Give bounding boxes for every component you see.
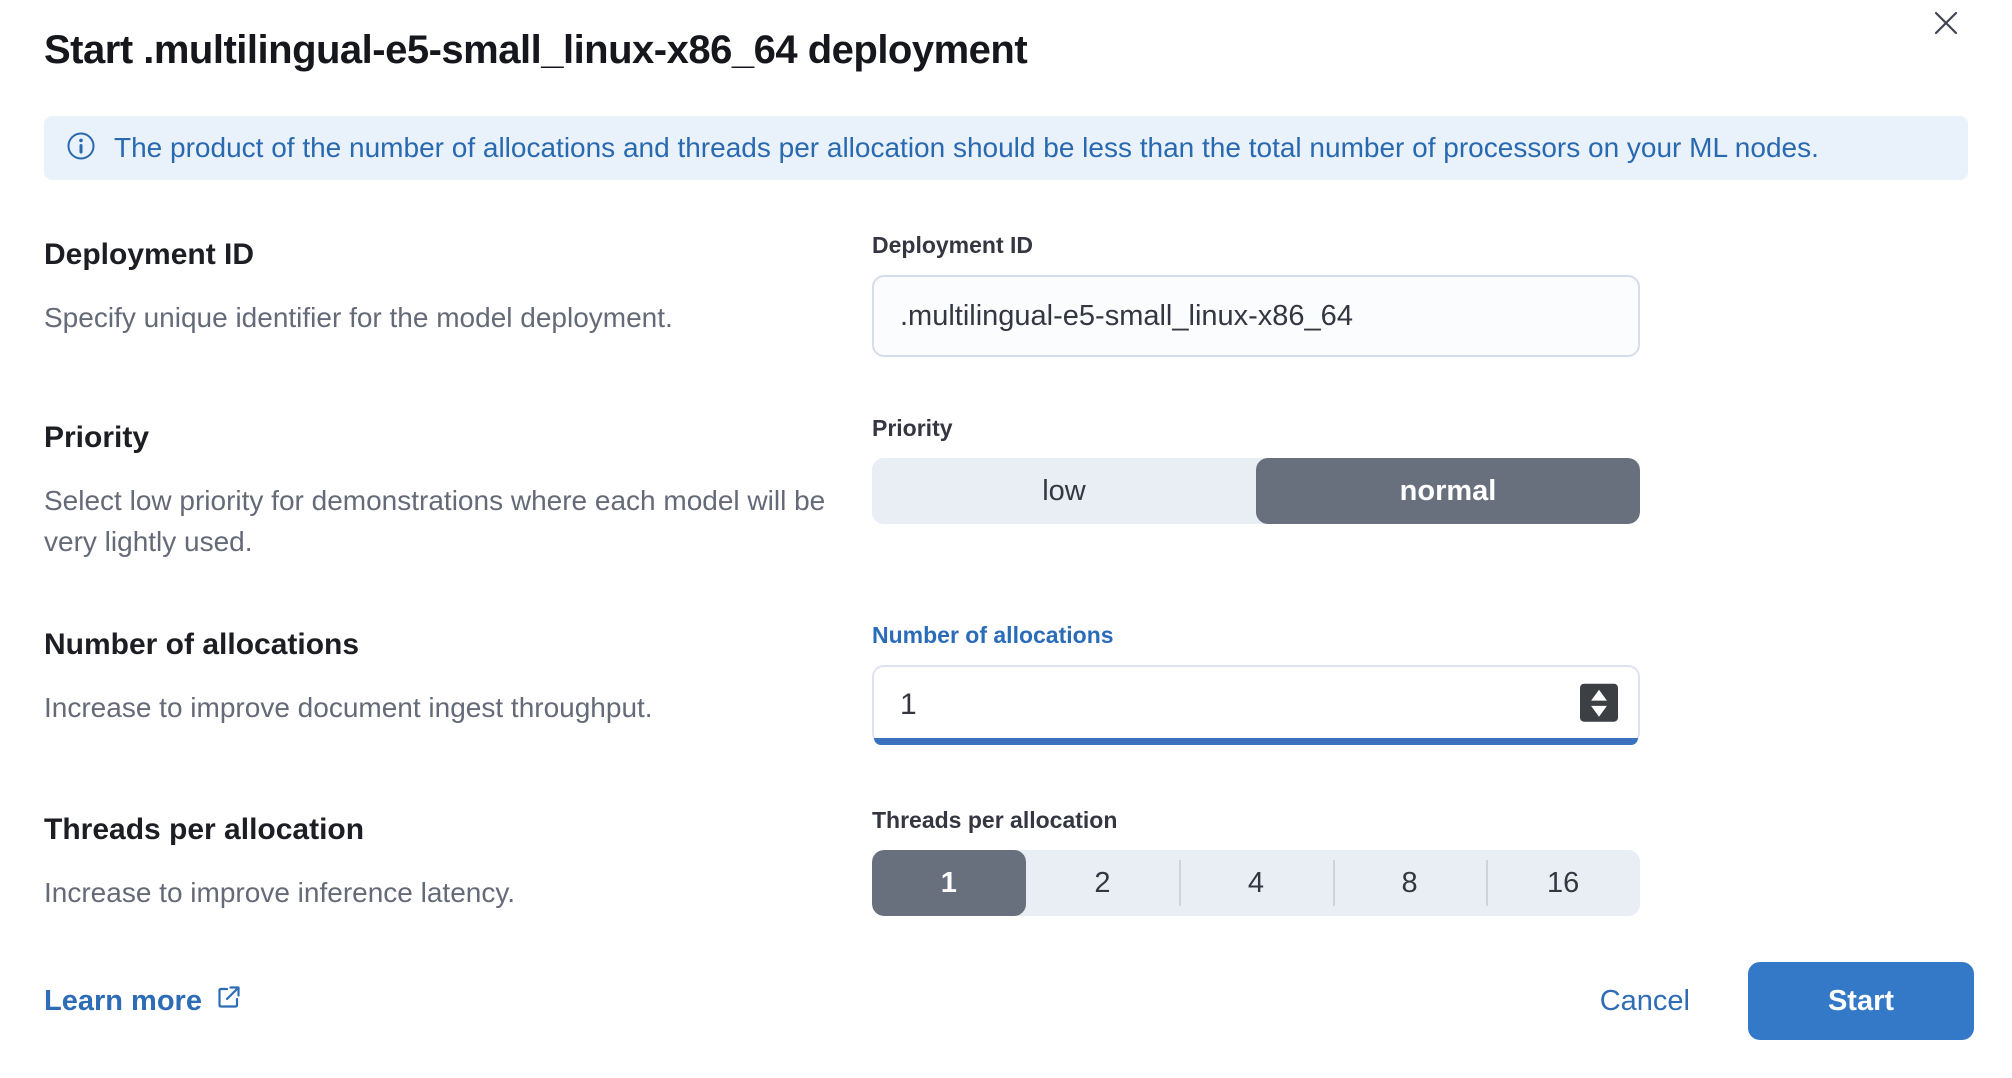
- close-button[interactable]: [1926, 4, 1966, 44]
- close-icon: [1929, 6, 1963, 43]
- threads-option-16[interactable]: 16: [1486, 850, 1640, 917]
- priority-option-normal[interactable]: normal: [1256, 458, 1640, 524]
- row-allocations: Number of allocations Increase to improv…: [44, 622, 1968, 746]
- allocations-info: Number of allocations Increase to improv…: [44, 622, 872, 729]
- info-icon: [66, 131, 96, 166]
- threads-heading: Threads per allocation: [44, 813, 365, 847]
- priority-description: Select low priority for demonstrations w…: [44, 485, 826, 557]
- modal-footer: Learn more Cancel Start: [44, 962, 1974, 1040]
- callout-text: The product of the number of allocations…: [114, 132, 1819, 163]
- threads-option-2[interactable]: 2: [1025, 850, 1180, 917]
- threads-field-group: Threads per allocation 1 2 4 8 16: [872, 807, 1640, 917]
- footer-actions: Cancel Start: [1600, 962, 1974, 1040]
- info-callout: The product of the number of allocations…: [44, 116, 1968, 180]
- threads-info: Threads per allocation Increase to impro…: [44, 807, 872, 914]
- priority-button-group: low normal: [872, 458, 1640, 524]
- threads-field-label: Threads per allocation: [872, 807, 1118, 834]
- deployment-id-description: Specify unique identifier for the model …: [44, 302, 673, 333]
- threads-option-8[interactable]: 8: [1332, 850, 1487, 917]
- start-button[interactable]: Start: [1748, 962, 1974, 1040]
- row-priority: Priority Select low priority for demonst…: [44, 415, 1968, 562]
- deployment-id-info: Deployment ID Specify unique identifier …: [44, 232, 872, 339]
- stepper-up-icon: [1591, 689, 1607, 701]
- allocations-input[interactable]: [872, 665, 1640, 746]
- cancel-button[interactable]: Cancel: [1599, 984, 1690, 1017]
- threads-option-1[interactable]: 1: [872, 850, 1026, 917]
- row-deployment-id: Deployment ID Specify unique identifier …: [44, 232, 1968, 357]
- deployment-id-input[interactable]: [872, 275, 1640, 357]
- allocations-stepper[interactable]: [1580, 683, 1618, 722]
- priority-option-low[interactable]: low: [872, 458, 1256, 524]
- stepper-down-icon: [1591, 705, 1607, 717]
- learn-more-link[interactable]: Learn more: [44, 984, 243, 1019]
- modal-body: Start .multilingual-e5-small_linux-x86_6…: [44, 28, 1968, 917]
- threads-description: Increase to improve inference latency.: [44, 877, 516, 909]
- allocations-field-label: Number of allocations: [872, 622, 1114, 649]
- focus-underline: [874, 738, 1638, 746]
- external-link-icon: [216, 984, 243, 1019]
- deployment-form: Deployment ID Specify unique identifier …: [44, 232, 1968, 917]
- deployment-id-field-label: Deployment ID: [872, 232, 1034, 258]
- page-title: Start .multilingual-e5-small_linux-x86_6…: [44, 28, 1028, 72]
- threads-button-group: 1 2 4 8 16: [872, 850, 1640, 917]
- deployment-id-field-group: Deployment ID: [872, 232, 1640, 357]
- allocations-number-field: [872, 665, 1640, 746]
- row-threads: Threads per allocation Increase to impro…: [44, 807, 1968, 917]
- allocations-description: Increase to improve document ingest thro…: [44, 692, 653, 724]
- priority-info: Priority Select low priority for demonst…: [44, 415, 872, 562]
- allocations-heading: Number of allocations: [44, 628, 360, 662]
- learn-more-label: Learn more: [44, 984, 202, 1017]
- deployment-id-heading: Deployment ID: [44, 238, 255, 271]
- priority-field-label: Priority: [872, 415, 953, 441]
- priority-field-group: Priority low normal: [872, 415, 1640, 524]
- priority-heading: Priority: [44, 421, 150, 454]
- threads-option-4[interactable]: 4: [1179, 850, 1333, 917]
- allocations-field-group: Number of allocations: [872, 622, 1640, 746]
